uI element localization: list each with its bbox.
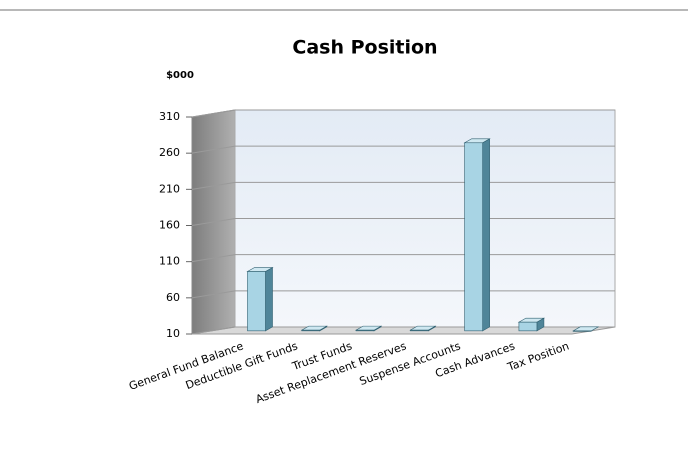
grid-line — [191, 181, 236, 190]
grid-line — [191, 145, 236, 154]
bar-front — [572, 330, 592, 332]
bar — [300, 325, 328, 332]
y-tick-label: 210 — [159, 182, 180, 195]
y-tick-label: 110 — [159, 255, 180, 268]
y-tick-label: 310 — [159, 110, 180, 123]
grid-line — [191, 254, 236, 263]
bar-front — [518, 321, 538, 332]
bar-side — [482, 138, 490, 332]
x-tick-label: Tax Position — [505, 339, 571, 374]
bar-front — [464, 142, 483, 332]
grid-line — [191, 109, 236, 118]
chart-title: Cash Position — [292, 37, 437, 59]
bar-front — [410, 329, 429, 332]
bar — [463, 138, 491, 332]
bar-front — [355, 329, 375, 332]
y-tick-label: 160 — [159, 219, 180, 232]
grid-line — [191, 218, 236, 226]
bar-front — [247, 271, 266, 332]
bar-side — [265, 267, 273, 332]
bar — [246, 267, 274, 332]
y-axis-label: $000 — [166, 70, 194, 81]
bar — [517, 317, 546, 332]
bar — [572, 326, 600, 332]
y-tick-label: 260 — [159, 146, 180, 159]
y-tick-label: 60 — [166, 291, 180, 304]
bar-front — [301, 329, 321, 332]
bar — [409, 325, 437, 332]
grid-line — [191, 326, 236, 335]
y-tick-label: 10 — [166, 327, 180, 340]
grid-line — [191, 290, 236, 299]
bar — [354, 325, 383, 332]
